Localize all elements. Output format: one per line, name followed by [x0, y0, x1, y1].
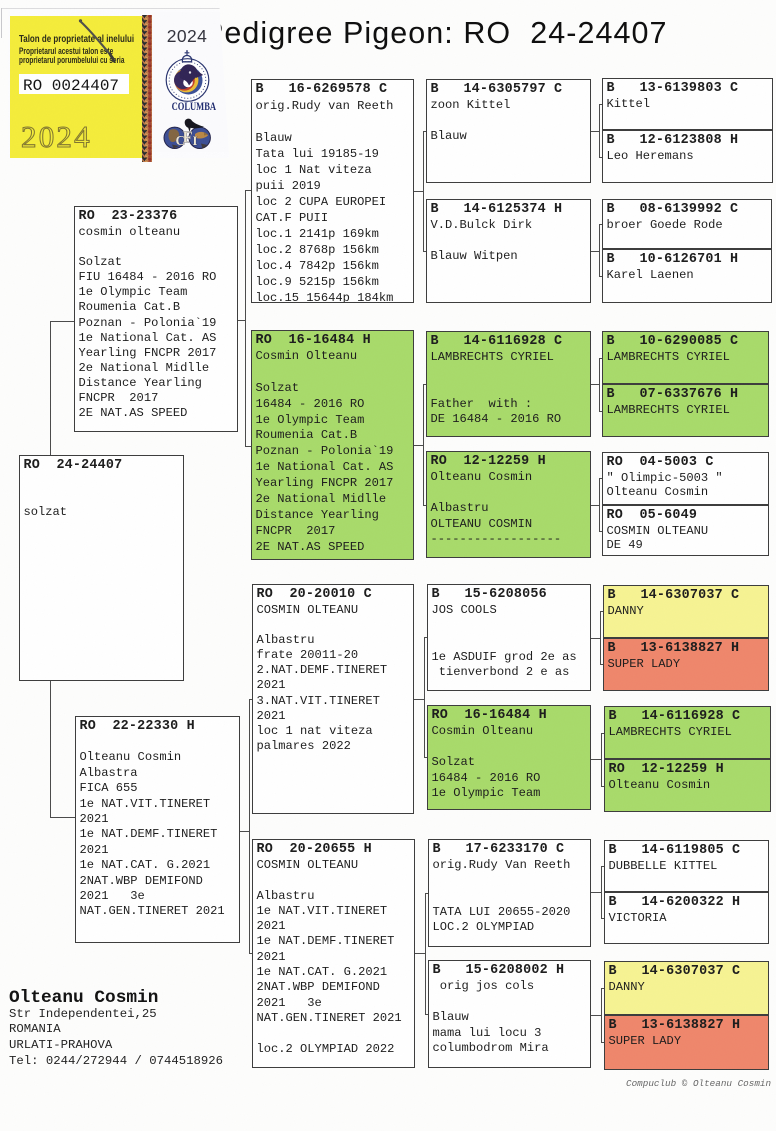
svg-text:F: F	[183, 128, 193, 147]
svg-text:I: I	[193, 134, 198, 148]
